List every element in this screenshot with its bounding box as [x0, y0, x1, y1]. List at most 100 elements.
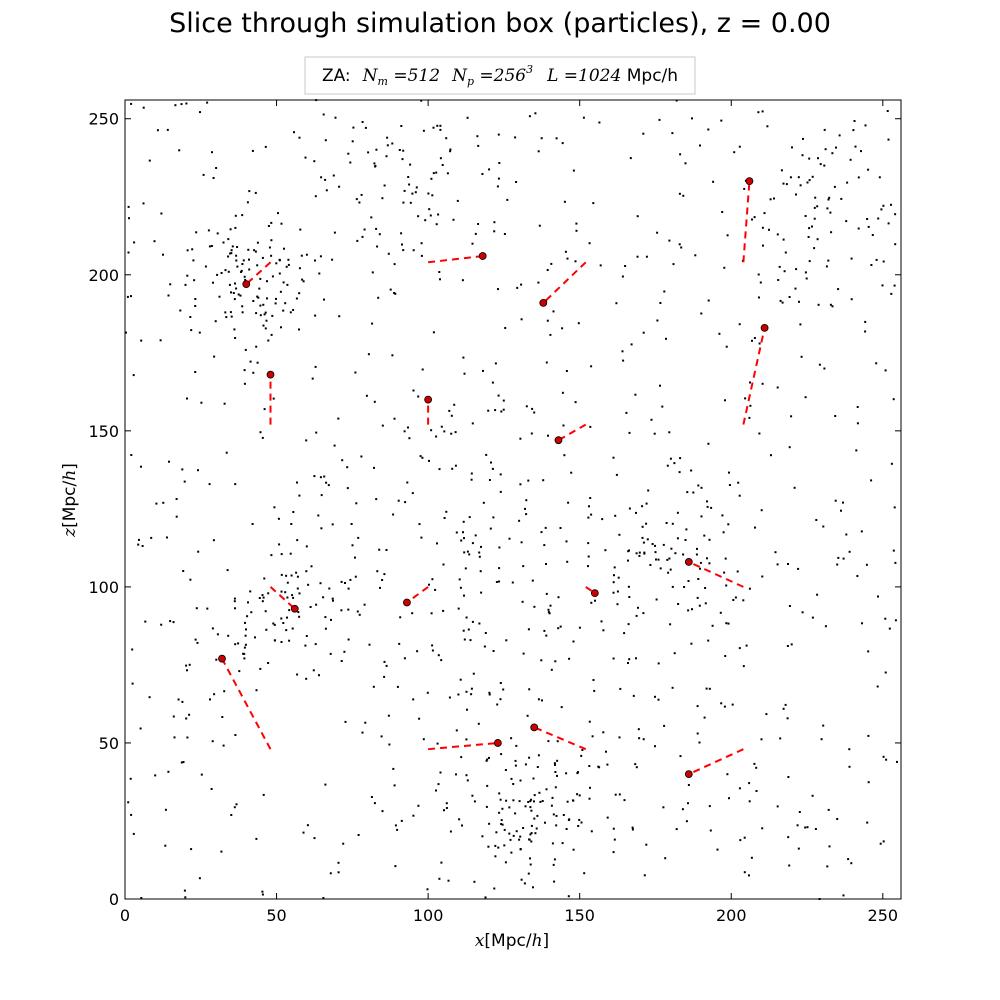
particle-point: [286, 616, 288, 619]
particle-point: [545, 563, 547, 565]
particle-point: [860, 150, 862, 153]
particle-point: [285, 574, 288, 577]
particle-point: [533, 605, 536, 608]
particle-point: [635, 552, 638, 555]
legend-unit: Mpc/h: [621, 66, 678, 86]
particle-point: [678, 243, 681, 246]
particle-point: [185, 717, 188, 720]
particle-point: [590, 601, 593, 604]
particle-point: [788, 605, 791, 607]
particle-point: [186, 274, 189, 277]
particle-point: [628, 658, 631, 661]
particle-point: [346, 466, 349, 469]
particle-point: [845, 220, 848, 223]
particle-point: [698, 741, 701, 744]
particle-point: [319, 582, 322, 585]
particle-point: [529, 863, 532, 866]
displacement-line: [585, 586, 596, 594]
particle-point: [449, 150, 452, 153]
particle-point: [210, 788, 213, 790]
particle-point: [227, 238, 230, 241]
particle-point: [349, 578, 352, 581]
particle-point: [465, 690, 468, 693]
particle-point: [246, 615, 249, 618]
particle-point: [856, 422, 859, 425]
particle-point: [231, 245, 234, 248]
particle-point: [471, 542, 474, 545]
particle-point: [627, 623, 630, 626]
particle-point: [566, 800, 569, 803]
particle-point: [535, 827, 538, 830]
particle-point: [498, 546, 501, 549]
particle-point: [183, 889, 186, 892]
particle-point: [850, 298, 853, 301]
particle-point: [296, 673, 299, 676]
particle-point: [782, 707, 785, 710]
particle-point: [527, 628, 530, 631]
particle-point: [553, 762, 556, 765]
particle-point: [827, 198, 830, 201]
particle-point: [831, 305, 834, 308]
particle-point: [742, 599, 745, 602]
particle-point: [212, 281, 214, 284]
particle-point: [324, 178, 327, 181]
particle-point: [243, 646, 246, 649]
particle-point: [550, 804, 553, 807]
particle-point: [669, 568, 672, 571]
particle-point: [712, 180, 715, 183]
particle-point: [671, 585, 674, 588]
particle-point: [798, 811, 801, 813]
particle-point: [360, 193, 363, 196]
particle-point: [665, 337, 667, 340]
particle-point: [504, 861, 507, 864]
particle-point: [494, 362, 497, 365]
particle-point: [634, 763, 637, 766]
particle-point: [320, 176, 323, 179]
particle-point: [707, 442, 710, 445]
particle-point: [132, 832, 135, 835]
legend-label: ZA: Nm =512 Np =2563 L =1024 Mpc/h: [322, 63, 678, 88]
particle-point: [470, 478, 473, 481]
particle-tracks: [218, 177, 769, 779]
particle-point: [469, 639, 472, 642]
particle-point: [835, 146, 837, 149]
particle-point: [637, 728, 640, 731]
particle-point: [572, 799, 575, 802]
particle-point: [277, 517, 280, 520]
particle-point: [439, 278, 441, 281]
particle-point: [233, 328, 236, 331]
particle-point: [823, 164, 826, 167]
particle-point: [360, 455, 363, 458]
particle-point: [500, 410, 503, 413]
particle-point: [728, 471, 730, 474]
particle-point: [600, 620, 603, 623]
particle-point: [657, 698, 660, 701]
particle-point: [623, 799, 626, 802]
particle-point: [553, 858, 556, 861]
particle-point: [510, 777, 513, 780]
particle-point: [346, 487, 349, 490]
particle-point: [248, 258, 250, 261]
particle-point: [259, 667, 262, 670]
particle-point: [282, 281, 285, 284]
particle-point: [317, 514, 320, 517]
plot-area: [124, 99, 902, 900]
particle-point: [887, 138, 890, 141]
particle-point: [602, 731, 605, 734]
particle-point: [848, 550, 851, 553]
particle-point: [631, 828, 634, 831]
particle-point: [498, 162, 501, 164]
particle-point: [758, 342, 761, 345]
particle-point: [186, 249, 189, 252]
particle-point: [824, 625, 827, 628]
particle-point: [421, 368, 424, 371]
particle-point: [467, 628, 470, 631]
particle-point: [302, 831, 305, 834]
particle-point: [355, 502, 358, 505]
particle-point: [318, 674, 320, 677]
particle-point: [296, 481, 298, 484]
particle-point: [280, 553, 283, 556]
particle-point: [273, 639, 276, 642]
particle-point: [816, 593, 819, 596]
particle-point: [590, 513, 593, 516]
